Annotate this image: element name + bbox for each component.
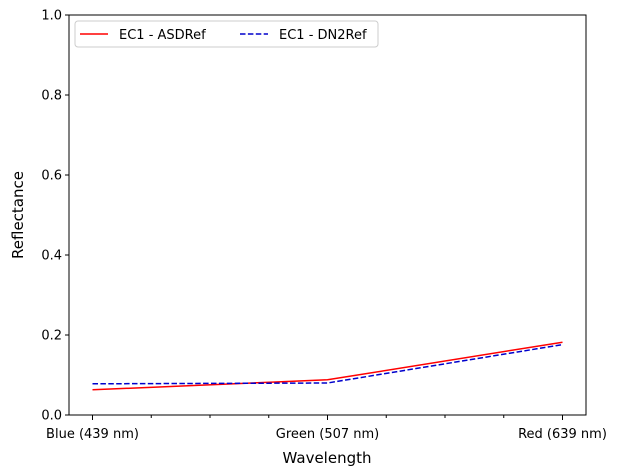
series-line-2 (92, 343, 563, 385)
y-tick-label: 1.0 (41, 9, 62, 24)
plot-frame (68, 14, 587, 416)
x-tick-label: Green (507 nm) (276, 427, 380, 442)
axis-ticks: 0.0 0.2 0.4 0.6 0.8 1.0 Blue (439 nm) Green (50… (41, 9, 607, 443)
y-axis-label: Reflectance (9, 171, 27, 259)
legend-label-1: EC1 - ASDRef (119, 28, 206, 43)
y-tick-label: 0.0 (41, 409, 62, 424)
y-tick-label: 0.2 (41, 329, 62, 344)
legend: EC1 - ASDRef EC1 - DN2Ref (74, 20, 379, 48)
y-tick-label: 0.4 (41, 249, 62, 264)
legend-box (74, 20, 379, 48)
legend-label-2: EC1 - DN2Ref (279, 28, 367, 43)
y-tick-label: 0.8 (41, 89, 62, 104)
y-tick-label: 0.6 (41, 169, 62, 184)
series-line-1 (92, 341, 563, 391)
x-axis-label: Wavelength (283, 449, 372, 467)
x-tick-label: Red (639 nm) (518, 427, 607, 442)
x-tick-label: Blue (439 nm) (46, 427, 139, 442)
series-lines (92, 341, 563, 391)
